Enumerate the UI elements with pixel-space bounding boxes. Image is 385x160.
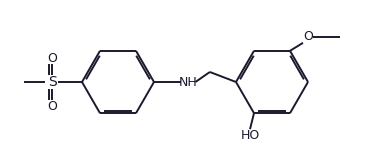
Text: HO: HO [240, 129, 259, 142]
Text: O: O [47, 52, 57, 64]
Text: O: O [47, 100, 57, 112]
Text: O: O [303, 30, 313, 43]
Text: S: S [48, 75, 56, 89]
Text: NH: NH [179, 76, 198, 88]
